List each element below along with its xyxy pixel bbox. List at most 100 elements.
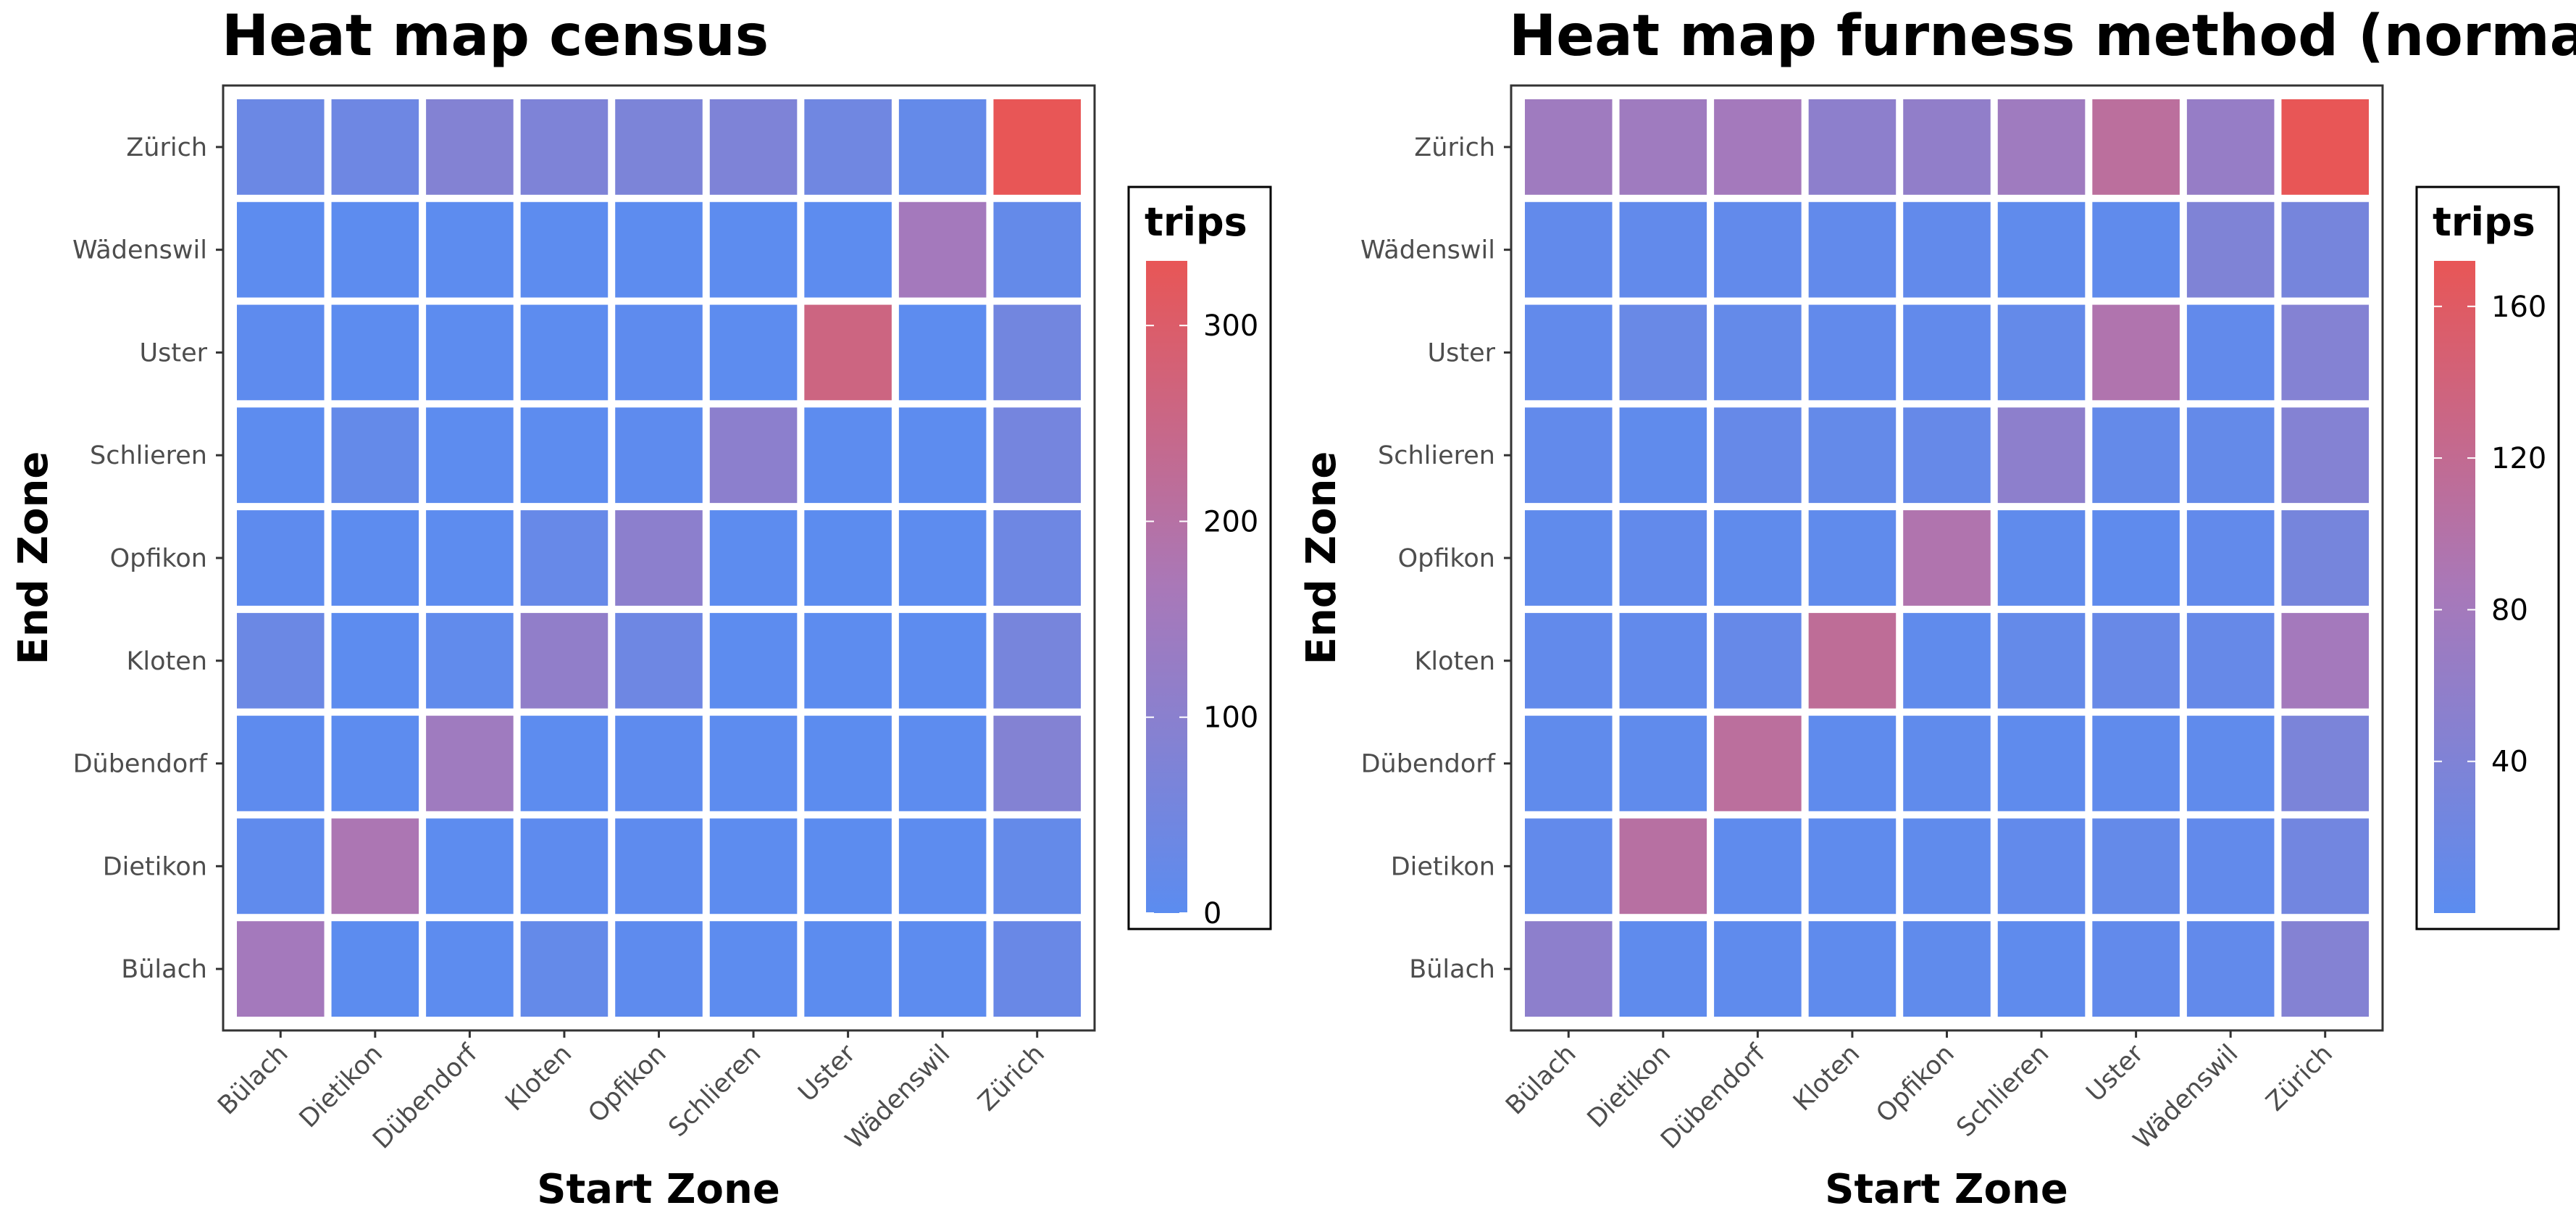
heatmap-cell bbox=[1903, 304, 1991, 401]
heatmap-cell bbox=[520, 510, 609, 606]
heatmap-cell bbox=[804, 818, 892, 915]
heatmap-cell bbox=[1903, 715, 1991, 812]
heatmap-cell bbox=[804, 99, 892, 195]
x-tick-label: Dietikon bbox=[294, 1039, 388, 1133]
heatmap-cell bbox=[898, 818, 987, 915]
heatmap-cells bbox=[1525, 99, 2369, 1017]
heatmap-cell bbox=[426, 921, 514, 1017]
heatmap-cell bbox=[237, 715, 325, 812]
x-axis-title: Start Zone bbox=[537, 1166, 780, 1213]
heatmap-cell bbox=[331, 201, 419, 298]
y-tick-label: Bülach bbox=[121, 955, 207, 984]
legend-ticks: 0 100 200 300 bbox=[1146, 309, 1258, 930]
y-tick-label: Uster bbox=[1428, 338, 1496, 367]
panel-census: Heat map census BülachDietikonDübendorfK… bbox=[10, 4, 1272, 1213]
heatmap-cell bbox=[1808, 407, 1897, 504]
y-tick-label: Opfikon bbox=[110, 544, 207, 573]
heatmap-cell bbox=[2186, 921, 2275, 1017]
legend-tick-label: 160 bbox=[2491, 291, 2546, 324]
heatmap-cell bbox=[520, 407, 609, 504]
heatmap-cell bbox=[1714, 201, 1802, 298]
heatmap-cell bbox=[993, 201, 1081, 298]
y-tick-label: Dietikon bbox=[103, 852, 207, 881]
x-tick-label: Kloten bbox=[1788, 1039, 1865, 1117]
y-tick-label: Wädenswil bbox=[1360, 236, 1495, 265]
heatmap-cell bbox=[426, 407, 514, 504]
heatmap-cell bbox=[2186, 99, 2275, 195]
heatmap-cell bbox=[1997, 921, 2086, 1017]
heatmap-cell bbox=[898, 715, 987, 812]
x-tick-label: Opfikon bbox=[1871, 1039, 1960, 1128]
heatmap-cell bbox=[1714, 818, 1802, 915]
heatmap-cell bbox=[615, 304, 703, 401]
heatmap-cell bbox=[1997, 99, 2086, 195]
heatmap-cell bbox=[993, 612, 1081, 709]
heatmap-cell bbox=[993, 921, 1081, 1017]
heatmap-cell bbox=[1808, 510, 1897, 606]
heatmap-cell bbox=[331, 99, 419, 195]
heatmap-cell bbox=[709, 715, 798, 812]
heatmap-cell bbox=[426, 304, 514, 401]
heatmap-cell bbox=[426, 715, 514, 812]
x-tick-label: Bülach bbox=[212, 1039, 293, 1120]
heatmap-cell bbox=[709, 407, 798, 504]
heatmap-cell bbox=[1808, 921, 1897, 1017]
heatmap-cell bbox=[1903, 201, 1991, 298]
heatmap-cell bbox=[1619, 304, 1707, 401]
heatmap-cell bbox=[1808, 818, 1897, 915]
legend-tick-label: 200 bbox=[1203, 505, 1258, 538]
legend-tick-label: 120 bbox=[2491, 442, 2546, 475]
heatmap-cell bbox=[2092, 612, 2180, 709]
heatmap-cell bbox=[2186, 715, 2275, 812]
heatmap-cell bbox=[1903, 510, 1991, 606]
heatmap-cell bbox=[898, 304, 987, 401]
heatmap-cell bbox=[2186, 304, 2275, 401]
heatmap-cell bbox=[1619, 612, 1707, 709]
legend-title: trips bbox=[2433, 199, 2535, 245]
heatmap-cell bbox=[520, 818, 609, 915]
heatmap-cell bbox=[993, 510, 1081, 606]
legend-tick-label: 100 bbox=[1203, 701, 1258, 735]
heatmap-cell bbox=[331, 407, 419, 504]
heatmap-cell bbox=[520, 612, 609, 709]
heatmap-cell bbox=[1903, 921, 1991, 1017]
heatmap-cell bbox=[1903, 818, 1991, 915]
legend-title: trips bbox=[1145, 199, 1247, 245]
x-tick-label: Kloten bbox=[500, 1039, 577, 1117]
x-axis-title: Start Zone bbox=[1825, 1166, 2068, 1213]
heatmap-cell bbox=[331, 510, 419, 606]
heatmap-cell bbox=[709, 304, 798, 401]
heatmap-cell bbox=[426, 612, 514, 709]
heatmap-cell bbox=[1714, 407, 1802, 504]
heatmap-cell bbox=[2186, 510, 2275, 606]
heatmap-cell bbox=[1714, 612, 1802, 709]
heatmap-cell bbox=[1997, 201, 2086, 298]
heatmap-cell bbox=[237, 407, 325, 504]
x-tick-label: Dietikon bbox=[1582, 1039, 1676, 1133]
heatmap-cell bbox=[1619, 510, 1707, 606]
heatmap-cell bbox=[1997, 715, 2086, 812]
heatmap-cell bbox=[1808, 201, 1897, 298]
y-axis-ticks: Bülach Dietikon Dübendorf Kloten Opfikon Schl… bbox=[72, 133, 223, 984]
legend-tick-label: 80 bbox=[2491, 593, 2528, 627]
heatmap-cell bbox=[1619, 99, 1707, 195]
heatmap-cell bbox=[615, 99, 703, 195]
heatmap-cell bbox=[2281, 304, 2369, 401]
y-tick-label: Uster bbox=[140, 338, 208, 367]
heatmap-cell bbox=[2092, 715, 2180, 812]
heatmap-cell bbox=[1525, 510, 1613, 606]
heatmap-cell bbox=[331, 715, 419, 812]
heatmap-cell bbox=[237, 201, 325, 298]
heatmap-cell bbox=[331, 818, 419, 915]
heatmap-cell bbox=[1714, 304, 1802, 401]
heatmap-cell bbox=[2092, 304, 2180, 401]
heatmap-cell bbox=[1525, 99, 1613, 195]
heatmap-cell bbox=[2186, 201, 2275, 298]
chart-title: Heat map furness method (normalized) bbox=[1509, 4, 2576, 69]
heatmap-cell bbox=[2281, 510, 2369, 606]
heatmap-cell bbox=[2092, 818, 2180, 915]
heatmap-cell bbox=[1714, 715, 1802, 812]
heatmap-cell bbox=[1525, 612, 1613, 709]
y-tick-label: Kloten bbox=[126, 647, 207, 676]
heatmap-cell bbox=[709, 510, 798, 606]
